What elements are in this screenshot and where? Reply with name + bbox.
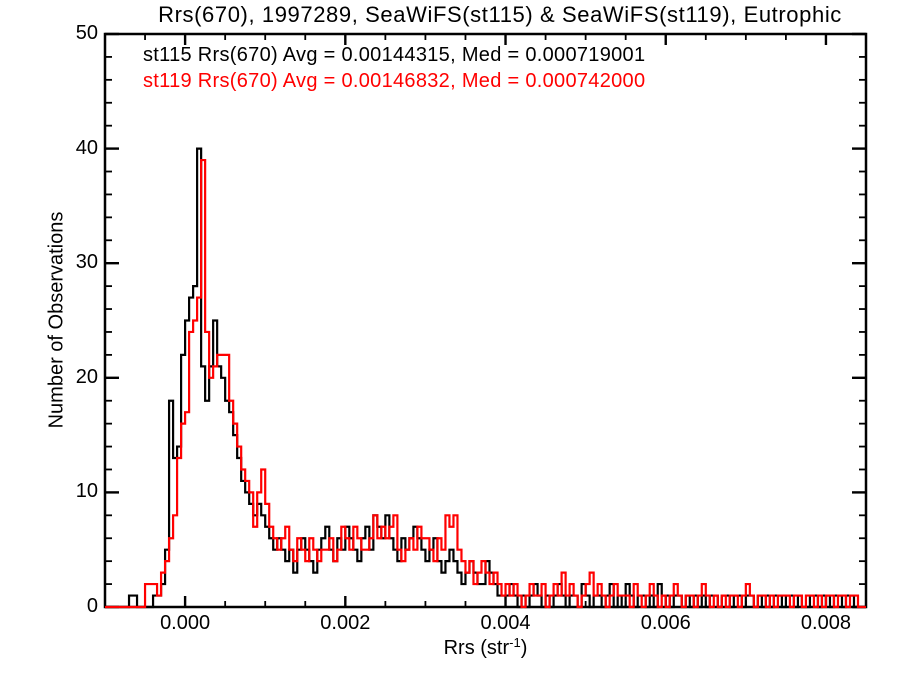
y-tick-label: 40	[75, 136, 98, 159]
legend-entry-st119: st119 Rrs(670) Avg = 0.00146832, Med = 0…	[143, 70, 646, 92]
histogram-series-st119	[105, 158, 866, 609]
x-tick-label: 0.000	[160, 612, 211, 634]
x-axis-title: Rrs (str-1)	[105, 635, 866, 660]
y-axis-title: Number of Observations	[45, 211, 68, 429]
y-tick-label: 30	[75, 251, 98, 274]
x-tick-label: 0.006	[640, 612, 691, 634]
chart-title: Rrs(670), 1997289, SeaWiFS(st115) & SeaW…	[158, 2, 842, 27]
y-tick-label: 10	[75, 480, 98, 503]
plot-frame	[103, 32, 868, 609]
y-tick-label: 0	[86, 595, 98, 617]
legend-entry-st115: st115 Rrs(670) Avg = 0.00144315, Med = 0…	[143, 44, 646, 66]
histogram-series-st115	[105, 147, 866, 609]
x-tick-label: 0.002	[320, 612, 371, 634]
x-tick-label: 0.004	[480, 612, 531, 634]
x-axis-title-close: )	[520, 637, 528, 659]
x-axis-title-superscript: -1	[509, 635, 521, 650]
x-axis-title-text: Rrs (str	[443, 637, 510, 659]
y-tick-label: 50	[75, 22, 98, 44]
x-tick-label: 0.008	[800, 612, 851, 634]
y-tick-label: 20	[75, 365, 98, 388]
